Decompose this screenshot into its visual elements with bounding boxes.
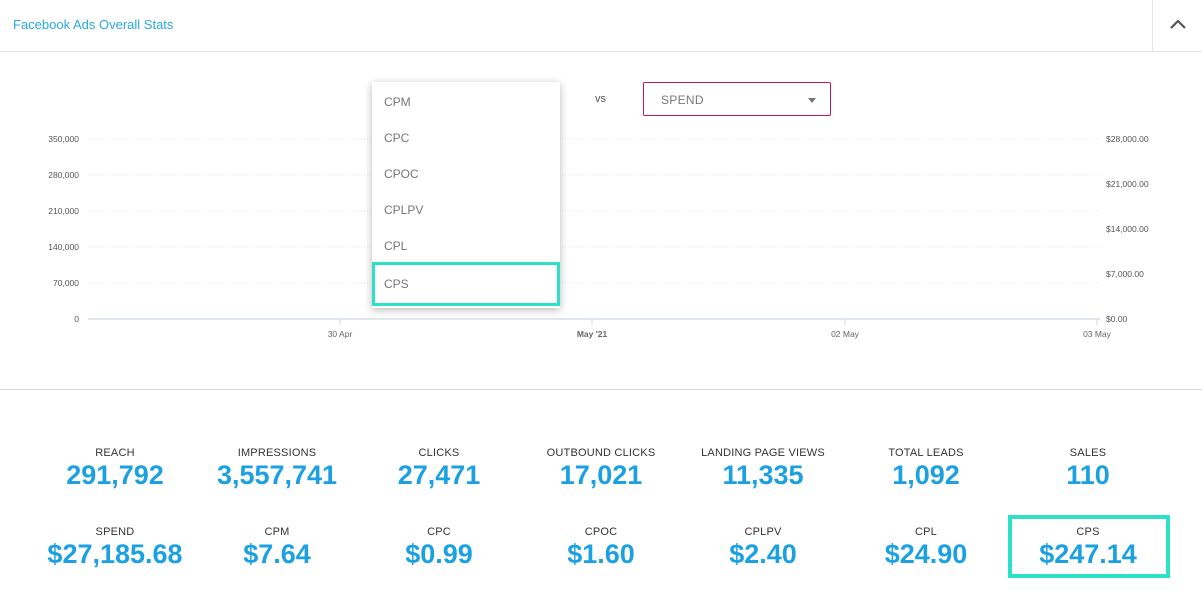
stat-value: $2.40 xyxy=(729,539,797,569)
y-right-tick-label: $14,000.00 xyxy=(1106,224,1149,234)
dropdown-option-cplpv[interactable]: CPLPV xyxy=(384,203,424,217)
stat-value: 3,557,741 xyxy=(216,460,338,490)
stat-outbound-clicks: OUTBOUND CLICKS 17,021 xyxy=(526,447,676,490)
stat-label: SALES xyxy=(1069,447,1107,459)
stat-label: CPM xyxy=(264,526,290,538)
stat-value: 11,335 xyxy=(722,460,804,490)
x-tick-label: 02 May xyxy=(831,329,860,339)
stat-impressions: IMPRESSIONS 3,557,741 xyxy=(202,447,352,490)
stat-cplpv: CPLPV $2.40 xyxy=(688,526,838,569)
y-left-tick-label: 210,000 xyxy=(48,206,79,216)
stat-value: $1.60 xyxy=(567,539,635,569)
stat-cps: CPS $247.14 xyxy=(1013,526,1163,569)
stat-label: IMPRESSIONS xyxy=(237,447,317,459)
dropdown-option-cps[interactable]: CPS xyxy=(372,262,560,306)
panel-title: Facebook Ads Overall Stats xyxy=(13,17,174,32)
y-right-tick-label: $21,000.00 xyxy=(1106,179,1149,189)
dropdown-option-cpc[interactable]: CPC xyxy=(384,131,410,145)
chevron-up-icon xyxy=(1170,19,1186,29)
stat-label: CPOC xyxy=(584,526,618,538)
y-left-tick-label: 140,000 xyxy=(48,242,79,252)
stat-label: CPL xyxy=(915,526,937,538)
y-left-tick-label: 70,000 xyxy=(53,278,79,288)
x-tick-label: May '21 xyxy=(577,329,608,339)
stat-label: LANDING PAGE VIEWS xyxy=(701,447,825,459)
stat-value: $24.90 xyxy=(884,539,968,569)
dropdown-option-cpl[interactable]: CPL xyxy=(384,239,408,253)
stat-value: $247.14 xyxy=(1039,539,1137,569)
line-chart: 0 70,000 140,000 210,000 280,000 350,000 $0.00… xyxy=(48,134,1149,339)
y-right-tick-label: $7,000.00 xyxy=(1106,269,1144,279)
x-tick-label: 03 May xyxy=(1083,329,1112,339)
vs-label: vs xyxy=(595,93,606,105)
stat-value: 110 xyxy=(1066,460,1110,490)
right-metric-select[interactable]: SPEND xyxy=(643,82,831,116)
dropdown-option-cpm[interactable]: CPM xyxy=(384,95,411,109)
stat-sales: SALES 110 xyxy=(1013,447,1163,490)
y-left-tick-label: 280,000 xyxy=(48,170,79,180)
stat-label: SPEND xyxy=(95,526,135,538)
stat-value: $0.99 xyxy=(405,539,473,569)
stat-cpl: CPL $24.90 xyxy=(851,526,1001,569)
dropdown-caret-icon xyxy=(808,98,816,103)
stat-value: 1,092 xyxy=(892,460,960,490)
stat-value: 27,471 xyxy=(397,460,481,490)
y-left-tick-label: 350,000 xyxy=(48,134,79,144)
y-right-tick-label: $28,000.00 xyxy=(1106,134,1149,144)
chart-area: 0 70,000 140,000 210,000 280,000 350,000 $0.00… xyxy=(0,52,1202,390)
stat-label: CPC xyxy=(427,526,451,538)
stat-landing-page-views: LANDING PAGE VIEWS 11,335 xyxy=(688,447,838,490)
stat-clicks: CLICKS 27,471 xyxy=(364,447,514,490)
collapse-button[interactable] xyxy=(1152,0,1202,52)
stat-cpc: CPC $0.99 xyxy=(364,526,514,569)
dropdown-option-cpoc[interactable]: CPOC xyxy=(384,167,419,181)
stat-label: OUTBOUND CLICKS xyxy=(546,447,656,459)
stat-reach: REACH 291,792 xyxy=(40,447,190,490)
left-metric-dropdown: CPM CPC CPOC CPLPV CPL CPS xyxy=(372,82,560,308)
stat-cpoc: CPOC $1.60 xyxy=(526,526,676,569)
stat-value: $7.64 xyxy=(243,539,311,569)
stat-label: CLICKS xyxy=(418,447,460,459)
right-metric-select-value: SPEND xyxy=(661,93,704,107)
stat-value: 291,792 xyxy=(66,460,164,490)
y-left-tick-label: 0 xyxy=(74,314,79,324)
stat-value: $27,185.68 xyxy=(47,539,183,569)
stat-label: CPS xyxy=(1076,526,1100,538)
x-tick-label: 30 Apr xyxy=(328,329,353,339)
y-right-tick-label: $0.00 xyxy=(1106,314,1128,324)
stat-value: 17,021 xyxy=(559,460,643,490)
stat-cpm: CPM $7.64 xyxy=(202,526,352,569)
stat-total-leads: TOTAL LEADS 1,092 xyxy=(851,447,1001,490)
stat-label: TOTAL LEADS xyxy=(888,447,964,459)
stat-label: CPLPV xyxy=(744,526,782,538)
stat-spend: SPEND $27,185.68 xyxy=(40,526,190,569)
stat-label: REACH xyxy=(95,447,135,459)
panel-header: Facebook Ads Overall Stats xyxy=(0,0,1202,52)
